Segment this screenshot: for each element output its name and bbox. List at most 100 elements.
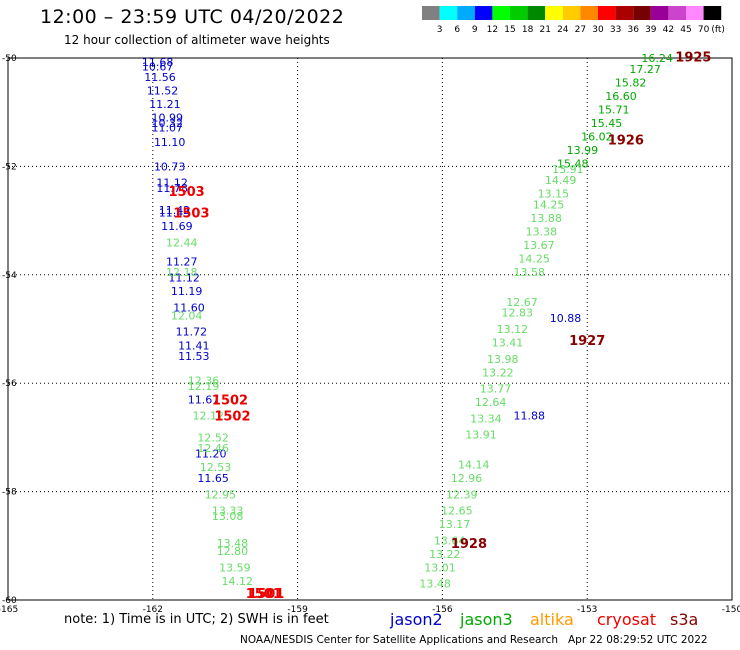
wave-height-label: 11.43 xyxy=(159,206,191,219)
wave-height-label: 10.99 xyxy=(152,112,184,125)
wave-height-label: 12.95 xyxy=(205,488,237,501)
colorbar-label: 18 xyxy=(522,25,534,35)
colorbar-label: 21 xyxy=(539,25,550,35)
colorbar-swatch xyxy=(668,6,686,20)
wave-height-label: 12.52 xyxy=(197,431,229,444)
wave-height-label: 12.46 xyxy=(197,442,229,455)
wave-height-label: 11.88 xyxy=(514,410,546,423)
colorbar-label: 24 xyxy=(557,25,569,35)
pass-time-label: 1925 xyxy=(675,50,711,65)
wave-height-label: 13.38 xyxy=(526,225,558,238)
colorbar-label: 33 xyxy=(610,25,621,35)
colorbar-label: 6 xyxy=(454,25,460,35)
x-tick-label: -162 xyxy=(143,605,163,615)
wave-height-label: 11.42 xyxy=(159,204,191,217)
wave-height-label: 11.21 xyxy=(149,98,181,111)
y-tick-label: -60 xyxy=(2,596,17,606)
wave-height-label: 15.48 xyxy=(557,158,589,171)
colorbar-swatch xyxy=(439,6,458,20)
page-title: 12:00 – 23:59 UTC 04/20/2022 xyxy=(40,6,345,28)
wave-height-label: 11.60 xyxy=(173,301,205,314)
colorbar-swatch xyxy=(527,6,546,20)
wave-height-label: 11.53 xyxy=(178,350,210,363)
colorbar-label: 27 xyxy=(575,25,586,35)
wave-height-label: 13.48 xyxy=(419,578,451,591)
colorbar-swatch xyxy=(492,6,510,20)
plot-frame xyxy=(7,57,733,601)
legend-jason3: jason3 xyxy=(460,610,513,629)
wave-height-label: 13.22 xyxy=(429,548,461,561)
y-tick-label: -56 xyxy=(2,379,17,389)
colorbar-label: 39 xyxy=(645,25,657,35)
wave-height-label: 11.20 xyxy=(195,448,227,461)
colorbar-label: 70 xyxy=(698,25,710,35)
wave-height-label: 14.25 xyxy=(518,253,550,266)
wave-height-label: 13.41 xyxy=(492,337,524,350)
wave-height-label: 12.80 xyxy=(217,545,249,558)
colorbar-label: 45 xyxy=(680,25,691,35)
colorbar-swatch xyxy=(545,6,563,20)
x-tick-label: -156 xyxy=(432,605,453,615)
colorbar-swatch xyxy=(650,6,669,20)
wave-height-label: 12.19 xyxy=(188,380,220,393)
wave-height-label: 13.33 xyxy=(212,505,244,518)
y-tick-label: -52 xyxy=(2,162,17,172)
wave-height-label: 12.64 xyxy=(475,396,507,409)
wave-height-label: 11.68 xyxy=(142,56,174,69)
wave-height-label: 14.49 xyxy=(545,174,577,187)
y-tick-label: -58 xyxy=(2,488,17,498)
pass-time-label: 1503 xyxy=(168,185,204,200)
colorbar-label: 36 xyxy=(627,25,639,35)
pass-time-label: 1502 xyxy=(214,410,250,425)
wave-height-label: 11.69 xyxy=(161,220,193,233)
colorbar-swatch xyxy=(457,6,475,20)
wave-height-label: 12.12 xyxy=(193,410,225,423)
wave-height-label: 11.52 xyxy=(147,85,179,98)
wave-height-label: 12.44 xyxy=(166,236,198,249)
wave-height-plot: -165 -162 -159 -156 -153 -150 -50 -52 -54 -56 -58 -… xyxy=(0,50,740,615)
colorbar-label: 3 xyxy=(437,25,443,35)
colorbar-label: 42 xyxy=(663,25,674,35)
wave-height-label: 13.34 xyxy=(470,412,502,425)
colorbar-swatch xyxy=(598,6,616,20)
colorbar-swatch xyxy=(633,6,651,20)
wave-height-label: 14.14 xyxy=(458,459,490,472)
wave-height-label: 13.88 xyxy=(530,212,562,225)
colorbar-label: 15 xyxy=(504,25,515,35)
colorbar-swatch xyxy=(562,6,581,20)
wave-height-label: 10.73 xyxy=(154,160,186,173)
wave-height-label: 14.12 xyxy=(222,575,254,588)
wave-height-label: 12.67 xyxy=(506,296,538,309)
x-tick-label: -153 xyxy=(577,605,597,615)
wave-height-label: 13.17 xyxy=(439,518,471,531)
colorbar-label: 9 xyxy=(472,25,478,35)
wave-height-label: 12.39 xyxy=(446,488,478,501)
colorbar-swatch xyxy=(580,6,598,20)
colorbar-label: 12 xyxy=(487,25,498,35)
colorbar-label: 30 xyxy=(592,25,604,35)
pass-time-label: 1926 xyxy=(608,133,644,148)
note-text: note: 1) Time is in UTC; 2) SWH is in fe… xyxy=(64,612,329,627)
wave-height-label: 13.59 xyxy=(219,561,251,574)
wave-height-label: 13.99 xyxy=(567,144,599,157)
wave-height-label: 11.78 xyxy=(156,182,188,195)
wave-height-label: 13.08 xyxy=(212,510,244,523)
wave-height-label: 11.72 xyxy=(176,326,208,339)
x-tick-label: -159 xyxy=(287,605,308,615)
wave-height-label: 11.12 xyxy=(156,177,188,190)
wave-height-label: 12.04 xyxy=(171,309,203,322)
legend-s3a: s3a xyxy=(670,610,699,629)
wave-height-label: 11.07 xyxy=(152,121,184,134)
wave-height-label: 13.01 xyxy=(424,561,456,574)
pass-time-label: 1503 xyxy=(173,206,209,221)
wave-height-label: 11.19 xyxy=(171,285,203,298)
wave-height-label: 13.48 xyxy=(217,537,249,550)
colorbar-swatch xyxy=(474,6,493,20)
wave-height-label: 12.96 xyxy=(451,472,483,485)
wave-height-label: 13.58 xyxy=(514,266,546,279)
colorbar-swatch xyxy=(422,6,440,20)
wave-height-label: 15.45 xyxy=(591,117,623,130)
legend-altika: altika xyxy=(530,610,574,629)
wave-height-label: 10.32 xyxy=(152,117,184,130)
wave-height-label: 11.27 xyxy=(166,255,198,268)
